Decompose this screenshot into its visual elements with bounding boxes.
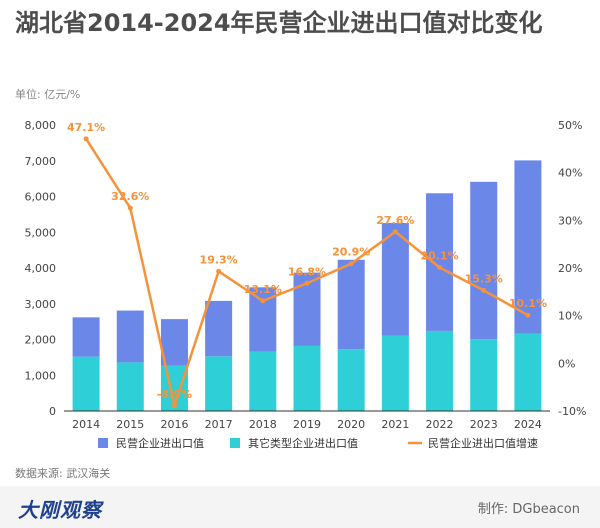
bar-private — [337, 259, 365, 350]
y-right-tick-label: -10% — [558, 405, 586, 418]
y-left-tick-label: 6,000 — [25, 191, 57, 204]
bar-private — [514, 160, 542, 334]
y-right-tick-label: 30% — [558, 214, 582, 227]
bar-other — [293, 345, 321, 411]
growth-point — [83, 136, 89, 142]
y-right-tick-label: 50% — [558, 119, 582, 132]
brand-logo: 大刚观察 — [18, 498, 102, 522]
bar-other — [470, 339, 498, 411]
growth-data-label: 19.3% — [200, 253, 238, 266]
legend-label: 其它类型企业进出口值 — [248, 436, 358, 450]
footer-bar: 大刚观察 制作: DGbeacon — [0, 486, 600, 528]
growth-data-label: 13.1% — [244, 283, 282, 296]
bar-other — [205, 356, 233, 411]
growth-point — [304, 280, 310, 286]
growth-data-label: 27.6% — [376, 214, 414, 227]
bar-other — [72, 356, 100, 411]
y-right-tick-label: 0% — [558, 357, 575, 370]
growth-point — [392, 229, 398, 235]
x-tick-label: 2024 — [514, 418, 542, 431]
growth-point — [348, 261, 354, 267]
bar-private — [381, 222, 409, 336]
growth-point — [525, 312, 531, 318]
bar-private — [116, 310, 144, 363]
growth-point — [171, 403, 177, 409]
bar-private — [72, 317, 100, 357]
growth-point — [437, 265, 443, 271]
x-tick-label: 2023 — [470, 418, 498, 431]
bar-other — [249, 351, 277, 411]
x-tick-label: 2019 — [293, 418, 321, 431]
y-left-tick-label: 0 — [49, 405, 56, 418]
credit-text: 制作: DGbeacon — [477, 502, 580, 517]
growth-point — [216, 268, 222, 274]
y-left-tick-label: 1,000 — [25, 369, 57, 382]
y-left-tick-label: 5,000 — [25, 226, 57, 239]
data-source: 数据来源: 武汉海关 — [15, 467, 111, 480]
x-tick-label: 2015 — [116, 418, 144, 431]
unit-label: 单位: 亿元/% — [15, 88, 81, 101]
legend-label: 民营企业进出口值 — [116, 436, 204, 450]
y-right-tick-label: 40% — [558, 167, 582, 180]
x-tick-label: 2021 — [381, 418, 409, 431]
bar-other — [426, 330, 454, 411]
growth-data-label: -8.9% — [157, 388, 192, 401]
bar-private — [426, 193, 454, 331]
legend-swatch — [98, 438, 108, 448]
x-tick-label: 2022 — [426, 418, 454, 431]
growth-data-label: 20.1% — [420, 250, 458, 263]
bar-private — [470, 181, 498, 340]
growth-data-label: 15.3% — [465, 272, 503, 285]
y-left-tick-label: 2,000 — [25, 334, 57, 347]
bar-other — [514, 333, 542, 411]
y-left-tick-label: 4,000 — [25, 262, 57, 275]
x-tick-label: 2014 — [72, 418, 100, 431]
growth-data-label: 32.6% — [111, 190, 149, 203]
y-left-tick-label: 3,000 — [25, 298, 57, 311]
growth-data-label: 10.1% — [509, 297, 547, 310]
y-right-tick-label: 20% — [558, 262, 582, 275]
y-left-tick-label: 7,000 — [25, 155, 57, 168]
bar-other — [116, 362, 144, 411]
growth-point — [260, 298, 266, 304]
x-tick-label: 2020 — [337, 418, 365, 431]
x-tick-label: 2017 — [205, 418, 233, 431]
chart-title: 湖北省2014-2024年民营企业进出口值对比变化 — [15, 9, 543, 37]
growth-point — [127, 205, 133, 211]
bar-private — [205, 300, 233, 357]
legend-label: 民营企业进出口值增速 — [428, 436, 538, 450]
y-right-tick-label: 10% — [558, 310, 582, 323]
growth-data-label: 16.8% — [288, 265, 326, 278]
y-left-tick-label: 8,000 — [25, 119, 57, 132]
growth-point — [481, 287, 487, 293]
x-tick-label: 2016 — [160, 418, 188, 431]
bar-other — [381, 335, 409, 411]
combo-chart: 0 1,000 2,000 3,000 4,000 5,000 6,000 7,000 8,00… — [25, 119, 587, 450]
x-tick-label: 2018 — [249, 418, 277, 431]
legend-swatch — [230, 438, 240, 448]
growth-data-label: 47.1% — [67, 121, 105, 134]
bar-private — [160, 319, 188, 366]
bar-other — [337, 349, 365, 411]
growth-data-label: 20.9% — [332, 246, 370, 259]
